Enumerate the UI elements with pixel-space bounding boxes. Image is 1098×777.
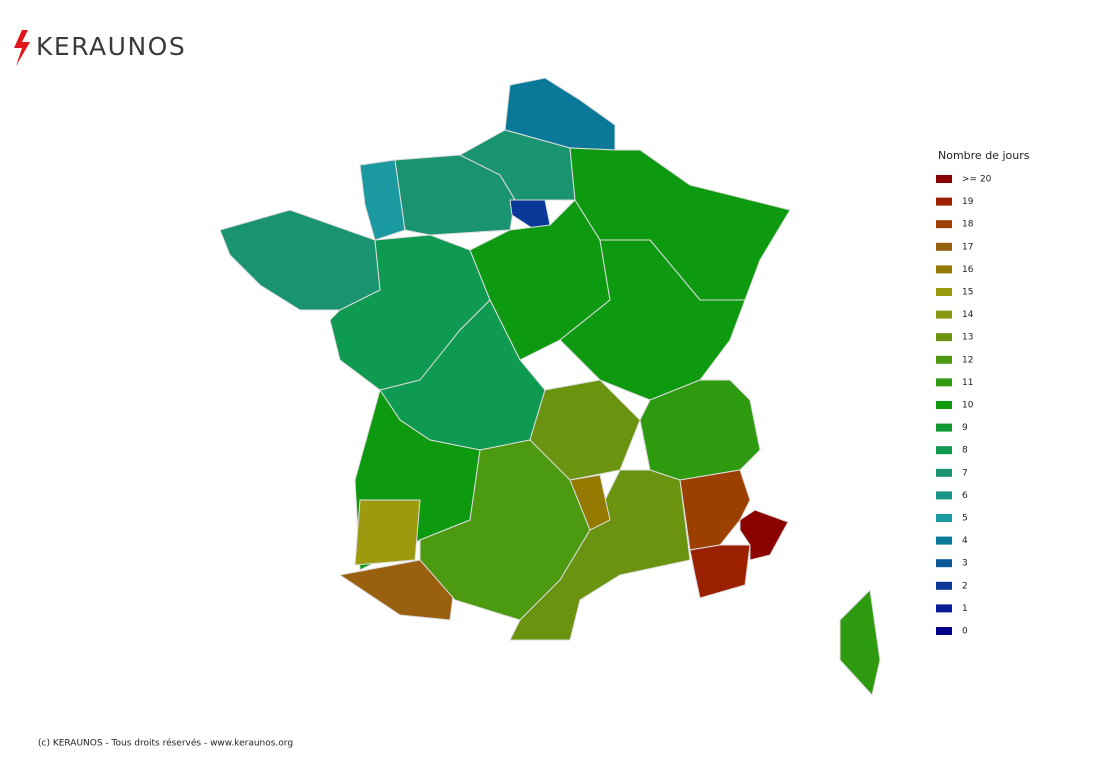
department-region xyxy=(569,474,611,531)
legend-swatch xyxy=(936,604,952,613)
department-region xyxy=(219,209,381,311)
legend-label: 6 xyxy=(962,491,968,501)
department-region xyxy=(354,499,421,566)
legend-swatch xyxy=(936,378,952,387)
legend-label: 5 xyxy=(962,514,968,524)
legend-swatch xyxy=(936,288,952,296)
legend-label: 15 xyxy=(962,288,973,298)
department-region xyxy=(509,469,691,641)
legend-swatch xyxy=(936,491,952,500)
legend-label: 3 xyxy=(962,559,968,569)
legend-swatch xyxy=(936,175,952,183)
legend-label: 14 xyxy=(962,310,974,320)
legend-label: 7 xyxy=(962,468,968,478)
department-region xyxy=(338,559,456,621)
legend-label: 17 xyxy=(962,242,973,252)
legend-label: 12 xyxy=(962,355,973,365)
legend-swatch xyxy=(936,446,952,455)
department-region xyxy=(679,469,751,551)
legend-label: 2 xyxy=(962,581,968,591)
footer: (c) KERAUNOS - Tous droits réservés - ww… xyxy=(38,738,293,749)
legend-label: 9 xyxy=(962,423,968,433)
legend-swatch xyxy=(936,468,952,477)
legend-label: 18 xyxy=(962,220,974,230)
legend-swatch xyxy=(936,333,952,342)
legend-swatch xyxy=(936,197,952,206)
legend-label: 8 xyxy=(962,446,968,456)
legend-label: 16 xyxy=(962,265,974,275)
legend-swatch xyxy=(936,265,952,274)
legend-label: >= 20 xyxy=(962,175,992,185)
department-region xyxy=(569,147,791,301)
logo-text: KERAUNOS xyxy=(36,32,186,61)
legend-swatch xyxy=(936,310,952,319)
legend-swatch xyxy=(936,514,952,522)
legend-label: 13 xyxy=(962,333,973,343)
legend-label: 4 xyxy=(962,536,968,546)
legend-label: 11 xyxy=(962,378,973,388)
legend-swatch xyxy=(936,220,952,229)
legend-swatch xyxy=(936,559,952,568)
legend-label: 0 xyxy=(962,627,968,637)
logo-bolt xyxy=(14,30,30,66)
legend-swatch xyxy=(936,401,952,409)
legend-swatch xyxy=(936,536,952,545)
department-region xyxy=(839,588,881,697)
legend-swatch xyxy=(936,242,952,251)
legend-title: Nombre de jours xyxy=(938,149,1030,162)
department-region xyxy=(689,544,751,599)
legend-label: 19 xyxy=(962,197,974,207)
legend-swatch xyxy=(936,627,952,635)
legend-label: 1 xyxy=(962,604,968,614)
legend-swatch xyxy=(936,355,952,364)
department-region xyxy=(359,159,406,241)
legend-label: 10 xyxy=(962,401,974,411)
legend-swatch xyxy=(936,581,952,590)
map xyxy=(219,77,881,697)
legend-swatch xyxy=(936,423,952,432)
department-region xyxy=(739,509,789,561)
